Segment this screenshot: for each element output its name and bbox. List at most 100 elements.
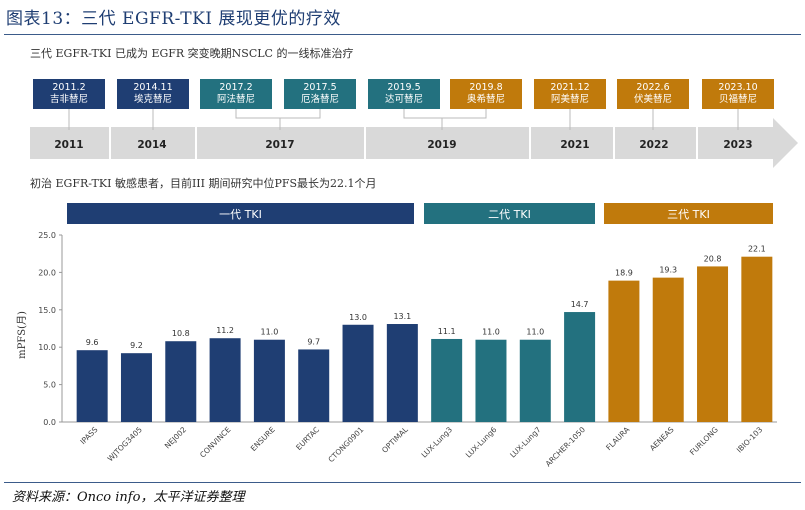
timeline-event-drug: 埃克替尼	[133, 94, 172, 105]
bar-value-label: 13.0	[349, 313, 367, 322]
bar-value-label: 10.8	[172, 329, 190, 338]
band-gen2: 二代 TKI	[424, 203, 595, 224]
bar	[741, 256, 773, 422]
x-tick-label: EURTAC	[294, 425, 321, 452]
bar-value-label: 9.2	[130, 341, 143, 350]
timeline-year: 2014	[137, 139, 166, 151]
bar	[519, 339, 551, 422]
bar-value-label: 14.7	[571, 300, 589, 309]
timeline-event: 2022.6 伏美替尼	[617, 79, 689, 109]
y-tick-label: 10.0	[38, 343, 56, 352]
timeline-event-drug: 达可替尼	[384, 94, 423, 105]
timeline-event: 2019.8 奥希替尼	[450, 79, 522, 109]
y-tick-label: 5.0	[43, 381, 56, 390]
bar-value-label: 9.7	[307, 337, 320, 346]
bar-value-label: 9.6	[86, 338, 99, 347]
bar-value-label: 19.3	[659, 266, 677, 275]
timeline-event-date: 2021.12	[550, 82, 590, 93]
timeline-event-drug: 阿法替尼	[216, 94, 255, 105]
bar	[253, 339, 285, 422]
y-tick-label: 15.0	[38, 306, 56, 315]
bar	[475, 339, 507, 422]
x-tick-label: NEJ002	[163, 425, 189, 451]
x-tick-label: LUX-Lung3	[420, 425, 455, 460]
timeline-event-date: 2019.8	[469, 82, 503, 93]
x-tick-label: AENEAS	[648, 425, 676, 453]
timeline-event: 2021.12 阿美替尼	[534, 79, 606, 109]
timeline-year: 2023	[723, 139, 752, 151]
timeline-event-date: 2014.11	[133, 82, 173, 93]
figure-title: 图表13：三代 EGFR-TKI 展现更优的疗效	[6, 9, 341, 29]
source-note: 资料来源：Onco info，太平洋证券整理	[12, 490, 245, 505]
timeline-event: 2017.2 阿法替尼	[200, 79, 272, 109]
x-tick-label: IBIO-103	[735, 425, 765, 455]
x-tick-label: ARCHER-1050	[544, 425, 587, 468]
bar	[165, 341, 197, 422]
timeline-bracket	[235, 109, 321, 130]
bar	[564, 312, 596, 422]
bottom-rule	[4, 482, 801, 483]
timeline-event-date: 2011.2	[52, 82, 86, 93]
x-tick-label: IPASS	[78, 425, 99, 446]
bar-value-label: 22.1	[748, 245, 766, 254]
x-tick-label: WJTOG3405	[106, 425, 144, 463]
timeline-event-date: 2017.5	[303, 82, 337, 93]
bar	[120, 353, 152, 422]
pfs-bar-chart: 0.0 5.0 10.0 15.0 20.0 25.0 9.6 9.2 10.8 11.2 11.…	[16, 231, 777, 468]
bar	[298, 349, 330, 422]
x-tick-label: FLAURA	[604, 424, 632, 452]
y-tick-label: 0.0	[43, 418, 56, 427]
timeline-event-drug: 吉非替尼	[49, 94, 88, 105]
timeline-year: 2017	[265, 139, 294, 151]
bar-value-label: 11.0	[526, 328, 544, 337]
x-tick-label: CONVINCE	[198, 425, 233, 460]
x-tick-label: CTONG0901	[326, 425, 365, 464]
timeline-year: 2019	[427, 139, 456, 151]
bar-value-label: 20.8	[704, 254, 722, 263]
timeline-bracket	[403, 109, 487, 130]
timeline-year: 2021	[560, 139, 589, 151]
timeline-arrow: 2011 2014 2017 2019 2021 2022 2023	[30, 109, 798, 168]
y-tick-label: 25.0	[38, 231, 56, 240]
timeline-event-drug: 阿美替尼	[550, 94, 589, 105]
timeline-event-date: 2023.10	[718, 82, 758, 93]
bar	[431, 338, 463, 422]
bar	[608, 280, 640, 422]
timeline-event: 2023.10 贝福替尼	[702, 79, 774, 109]
bar-value-label: 13.1	[393, 312, 411, 321]
timeline-event-date: 2019.5	[387, 82, 421, 93]
timeline-event-date: 2022.6	[636, 82, 670, 93]
band-gen3: 三代 TKI	[604, 203, 773, 224]
timeline-heading: 三代 EGFR-TKI 已成为 EGFR 突变晚期NSCLC 的一线标准治疗	[30, 47, 354, 60]
bar-value-label: 11.0	[482, 328, 500, 337]
timeline-event: 2017.5 厄洛替尼	[284, 79, 356, 109]
chart-heading: 初治 EGFR-TKI 敏感患者，目前III 期间研究中位PFS最长为22.1个…	[30, 177, 377, 190]
timeline-event-drug: 贝福替尼	[718, 94, 757, 105]
bar-value-label: 11.0	[261, 328, 279, 337]
x-tick-label: LUX-Lung6	[464, 425, 499, 460]
bar-value-label: 11.1	[438, 327, 456, 336]
timeline-year: 2011	[54, 139, 83, 151]
bar	[76, 350, 108, 422]
timeline-event: 2011.2 吉非替尼	[33, 79, 105, 109]
bar-value-label: 18.9	[615, 269, 633, 278]
y-tick-label: 20.0	[38, 268, 56, 277]
timeline-event-drug: 奥希替尼	[466, 94, 505, 105]
y-axis-label: mPFS(月)	[16, 311, 28, 359]
timeline-year: 2022	[639, 139, 668, 151]
bar	[209, 338, 241, 422]
x-tick-label: FURLONG	[688, 425, 720, 457]
timeline-event: 2019.5 达可替尼	[368, 79, 440, 109]
x-tick-label: OPTIMAL	[380, 424, 410, 454]
bar	[386, 324, 418, 422]
timeline-event: 2014.11 埃克替尼	[117, 79, 189, 109]
bar	[652, 277, 684, 422]
x-tick-label: LUX-Lung7	[508, 425, 543, 460]
title-rule	[4, 34, 801, 35]
timeline-event-drug: 厄洛替尼	[300, 94, 339, 105]
bar	[697, 266, 729, 422]
bar	[342, 324, 374, 422]
timeline-event-date: 2017.2	[219, 82, 253, 93]
x-tick-label: ENSURE	[249, 425, 277, 453]
band-gen1: 一代 TKI	[67, 203, 414, 224]
